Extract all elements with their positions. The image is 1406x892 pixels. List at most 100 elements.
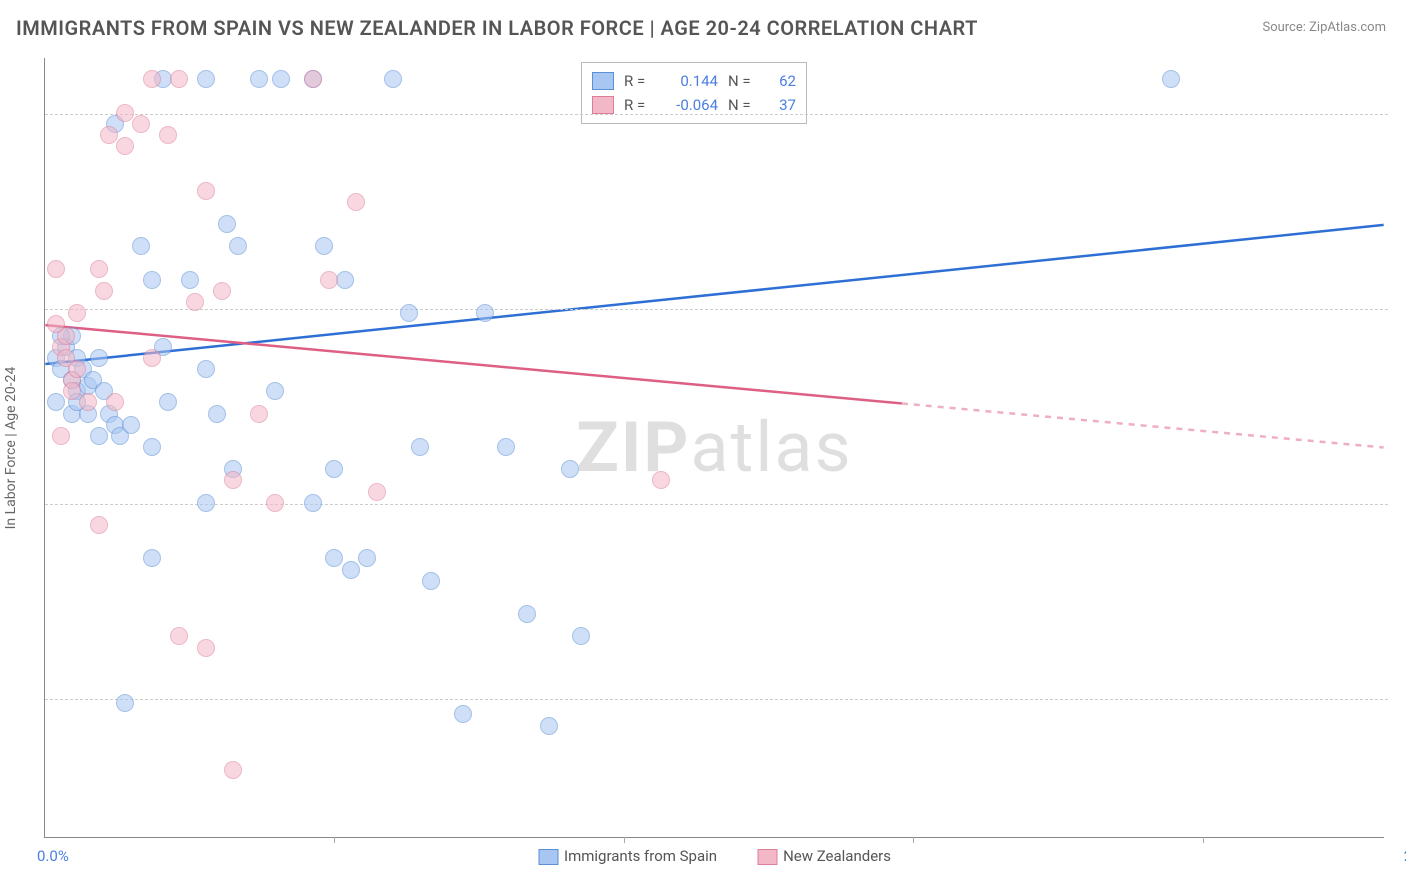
legend-R-value: -0.064 xyxy=(662,96,718,114)
data-point xyxy=(132,115,150,133)
source-prefix: Source: xyxy=(1262,20,1309,35)
legend-R-label: R = xyxy=(624,72,652,90)
y-tick-label: 100.0% xyxy=(1394,105,1406,123)
data-point xyxy=(304,494,322,512)
data-point xyxy=(652,471,670,489)
trend-line xyxy=(45,325,902,403)
data-point xyxy=(143,70,161,88)
data-point xyxy=(116,694,134,712)
data-point xyxy=(68,304,86,322)
grid-line-h xyxy=(45,504,1388,505)
data-point xyxy=(47,260,65,278)
data-point xyxy=(325,460,343,478)
legend-N-value: 37 xyxy=(766,96,796,114)
data-point xyxy=(159,126,177,144)
y-tick-label: 82.5% xyxy=(1394,300,1406,318)
grid-line-h xyxy=(45,699,1388,700)
data-point xyxy=(304,70,322,88)
data-point xyxy=(63,382,81,400)
data-point xyxy=(100,126,118,144)
data-point xyxy=(422,572,440,590)
x-tick-mark xyxy=(913,837,914,843)
data-point xyxy=(336,271,354,289)
data-point xyxy=(518,605,536,623)
data-point xyxy=(159,393,177,411)
grid-line-h xyxy=(45,114,1388,115)
data-point xyxy=(132,237,150,255)
data-point xyxy=(266,382,284,400)
data-point xyxy=(90,260,108,278)
data-point xyxy=(197,494,215,512)
legend-N-value: 62 xyxy=(766,72,796,90)
data-point xyxy=(143,271,161,289)
data-point xyxy=(411,438,429,456)
legend-R-label: R = xyxy=(624,96,652,114)
data-point xyxy=(384,70,402,88)
data-point xyxy=(1162,70,1180,88)
data-point xyxy=(197,360,215,378)
data-point xyxy=(95,282,113,300)
data-point xyxy=(229,237,247,255)
data-point xyxy=(52,427,70,445)
data-point xyxy=(224,761,242,779)
data-point xyxy=(170,627,188,645)
data-point xyxy=(358,549,376,567)
data-point xyxy=(224,471,242,489)
legend-item: Immigrants from Spain xyxy=(538,847,717,865)
legend-N-label: N = xyxy=(728,72,756,90)
data-point xyxy=(106,393,124,411)
legend-R-value: 0.144 xyxy=(662,72,718,90)
data-point xyxy=(47,393,65,411)
source-attribution: Source: ZipAtlas.com xyxy=(1262,20,1386,35)
x-axis-min-label: 0.0% xyxy=(37,847,69,865)
trend-lines xyxy=(45,58,1384,837)
data-point xyxy=(90,516,108,534)
data-point xyxy=(454,705,472,723)
data-point xyxy=(116,104,134,122)
data-point xyxy=(68,360,86,378)
data-point xyxy=(250,70,268,88)
legend-item: New Zealanders xyxy=(757,847,891,865)
series-legend: Immigrants from Spain New Zealanders xyxy=(538,847,891,865)
x-tick-mark xyxy=(1203,837,1204,843)
legend-swatch xyxy=(538,849,558,865)
data-point xyxy=(561,460,579,478)
data-point xyxy=(122,416,140,434)
data-point xyxy=(213,282,231,300)
data-point xyxy=(540,717,558,735)
data-point xyxy=(197,182,215,200)
data-point xyxy=(47,315,65,333)
y-axis-label: In Labor Force | Age 20-24 xyxy=(3,366,19,529)
data-point xyxy=(320,271,338,289)
data-point xyxy=(342,561,360,579)
legend-N-label: N = xyxy=(728,96,756,114)
data-point xyxy=(400,304,418,322)
legend-series-name: Immigrants from Spain xyxy=(564,847,717,865)
scatter-plot: In Labor Force | Age 20-24 ZIPatlas R =0… xyxy=(44,58,1384,838)
legend-swatch xyxy=(592,96,614,114)
legend-swatch xyxy=(757,849,777,865)
data-point xyxy=(272,70,290,88)
data-point xyxy=(90,349,108,367)
legend-swatch xyxy=(592,72,614,90)
grid-line-h xyxy=(45,309,1388,310)
legend-series-name: New Zealanders xyxy=(783,847,891,865)
data-point xyxy=(143,549,161,567)
data-point xyxy=(266,494,284,512)
data-point xyxy=(218,215,236,233)
data-point xyxy=(143,349,161,367)
data-point xyxy=(368,483,386,501)
source-name: ZipAtlas.com xyxy=(1309,20,1386,35)
trend-line xyxy=(902,403,1384,447)
data-point xyxy=(347,193,365,211)
data-point xyxy=(181,271,199,289)
data-point xyxy=(315,237,333,255)
x-tick-mark xyxy=(624,837,625,843)
data-point xyxy=(250,405,268,423)
data-point xyxy=(572,627,590,645)
x-tick-mark xyxy=(334,837,335,843)
data-point xyxy=(186,293,204,311)
chart-title: IMMIGRANTS FROM SPAIN VS NEW ZEALANDER I… xyxy=(16,16,978,40)
data-point xyxy=(208,405,226,423)
data-point xyxy=(143,438,161,456)
